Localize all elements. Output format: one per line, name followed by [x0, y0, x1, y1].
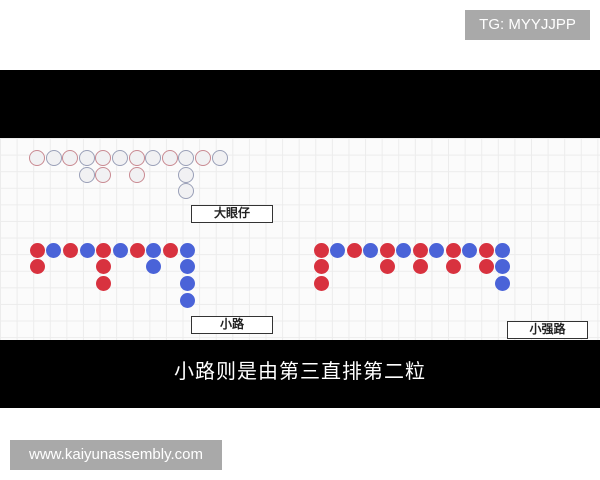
cockroach-bead-red: [478, 242, 494, 258]
small-bead-red: [163, 242, 179, 258]
big_eye-bead-red: [161, 150, 178, 166]
big_eye-bead-red: [29, 150, 45, 166]
cockroach-bead-blue: [495, 275, 510, 291]
cockroach-bead-blue: [495, 259, 510, 274]
cockroach-bead-blue: [429, 242, 444, 258]
small-bead-blue: [113, 242, 128, 258]
cockroach-bead-red: [346, 242, 362, 258]
small-bead-red: [129, 242, 145, 258]
cockroach-bead-red: [412, 242, 428, 258]
big_eye-bead-blue: [45, 150, 62, 166]
big_eye-bead-blue: [112, 150, 128, 166]
small-bead-blue: [179, 292, 195, 308]
small-bead-blue: [146, 242, 162, 258]
big_eye-bead-red: [95, 166, 112, 183]
label-small-road: 小路: [191, 316, 273, 334]
cockroach-bead-blue: [462, 242, 477, 258]
big_eye-bead-blue: [211, 150, 228, 166]
small-bead-blue: [179, 242, 195, 258]
big_eye-bead-red: [128, 150, 145, 166]
big_eye-bead-blue: [178, 183, 195, 200]
big_eye-bead-red: [195, 150, 211, 166]
cockroach-bead-red: [379, 259, 395, 274]
big_eye-bead-blue: [78, 166, 95, 183]
small-bead-red: [96, 259, 112, 275]
big_eye-bead-blue: [178, 150, 195, 166]
small-bead-red: [29, 242, 45, 258]
video-letterbox-top: [0, 70, 600, 138]
small-bead-red: [62, 242, 78, 258]
small-bead-blue: [46, 242, 62, 258]
small-bead-red: [96, 242, 112, 258]
cockroach-bead-blue: [396, 242, 411, 258]
cockroach-bead-blue: [330, 242, 345, 258]
label-big-eye-road: 大眼仔: [191, 205, 273, 223]
video-subtitle: 小路则是由第三直排第二粒: [174, 359, 426, 383]
small-bead-red: [29, 259, 45, 275]
cockroach-bead-red: [478, 259, 494, 274]
watermark-telegram: TG: MYYJJPP: [465, 10, 590, 40]
small-bead-blue: [179, 275, 195, 291]
label-cockroach-road: 小强路: [507, 321, 588, 339]
cockroach-bead-red: [313, 242, 329, 258]
small-bead-blue: [179, 259, 195, 275]
small-bead-blue: [146, 259, 162, 275]
big_eye-bead-red: [128, 166, 145, 183]
big_eye-bead-red: [95, 150, 112, 166]
big_eye-bead-blue: [145, 150, 162, 166]
big_eye-bead-blue: [178, 166, 195, 183]
cockroach-bead-red: [313, 259, 329, 274]
cockroach-bead-blue: [363, 242, 378, 258]
watermark-url: www.kaiyunassembly.com: [10, 440, 222, 470]
cockroach-bead-red: [445, 259, 461, 274]
cockroach-bead-red: [313, 275, 329, 291]
video-letterbox-bottom: [0, 340, 600, 408]
cockroach-bead-red: [379, 242, 395, 258]
cockroach-bead-blue: [495, 242, 510, 258]
small-bead-blue: [79, 242, 95, 258]
cockroach-bead-red: [412, 259, 428, 274]
big_eye-bead-blue: [78, 150, 95, 166]
big_eye-bead-red: [62, 150, 79, 166]
small-bead-red: [96, 275, 112, 291]
cockroach-bead-red: [445, 242, 461, 258]
